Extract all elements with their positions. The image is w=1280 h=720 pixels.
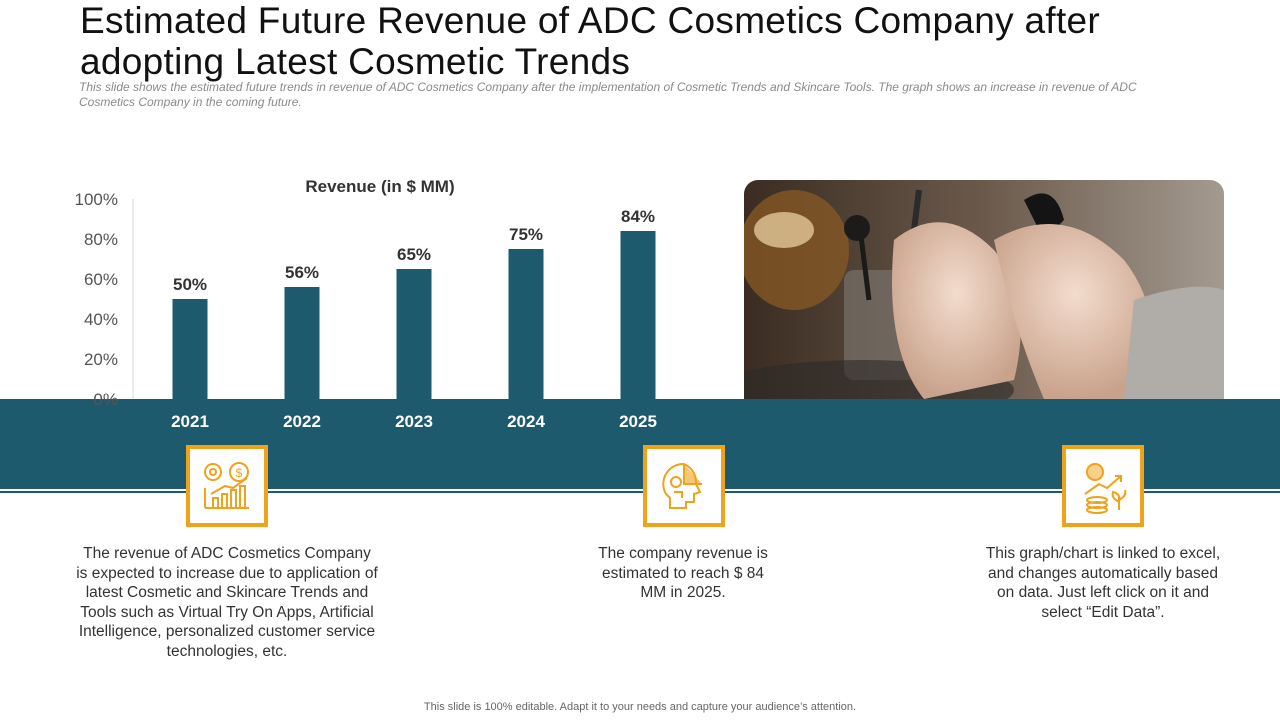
- bar-2021: [172, 299, 208, 399]
- feature-icon-box-1: $: [186, 445, 268, 527]
- y-tick-label: 60%: [84, 270, 118, 289]
- data-label-2023: 65%: [397, 245, 431, 264]
- y-tick-label: 40%: [84, 310, 118, 329]
- investment-growth-icon: [1084, 463, 1127, 514]
- y-tick-label: 80%: [84, 230, 118, 249]
- feature-icon-box-2: [643, 445, 725, 527]
- data-label-2022: 56%: [285, 263, 319, 282]
- bar-2022: [284, 287, 320, 399]
- bar-2024: [508, 249, 544, 399]
- y-tick-label: 20%: [84, 350, 118, 369]
- bar-2025: [620, 231, 656, 399]
- growth-chart-money-icon: $: [204, 462, 249, 509]
- bar-2023: [396, 269, 432, 399]
- feature-icon-box-3: [1062, 445, 1144, 527]
- data-label-2021: 50%: [173, 275, 207, 294]
- y-tick-label: 100%: [75, 190, 118, 209]
- hands-makeup-brushes-photo: [744, 180, 1224, 399]
- slide-title: Estimated Future Revenue of ADC Cosmetic…: [80, 0, 1101, 82]
- feature-text-2: The company revenue is estimated to reac…: [598, 545, 768, 601]
- slide-subtitle: This slide shows the estimated future tr…: [79, 80, 1137, 109]
- band-thin-line: [0, 491, 1280, 493]
- data-label-2025: 84%: [621, 207, 655, 226]
- data-label-2024: 75%: [509, 225, 543, 244]
- ai-head-icon: [662, 462, 702, 509]
- svg-text:$: $: [236, 466, 243, 480]
- feature-text-3: This graph/chart is linked to excel, and…: [985, 545, 1221, 621]
- band-divider-line: [0, 489, 1280, 491]
- chart-title: Revenue (in $ MM): [305, 177, 454, 196]
- footer-note: This slide is 100% editable. Adapt it to…: [423, 701, 857, 713]
- feature-text-1: The revenue of ADC Cosmetics Company is …: [76, 545, 378, 660]
